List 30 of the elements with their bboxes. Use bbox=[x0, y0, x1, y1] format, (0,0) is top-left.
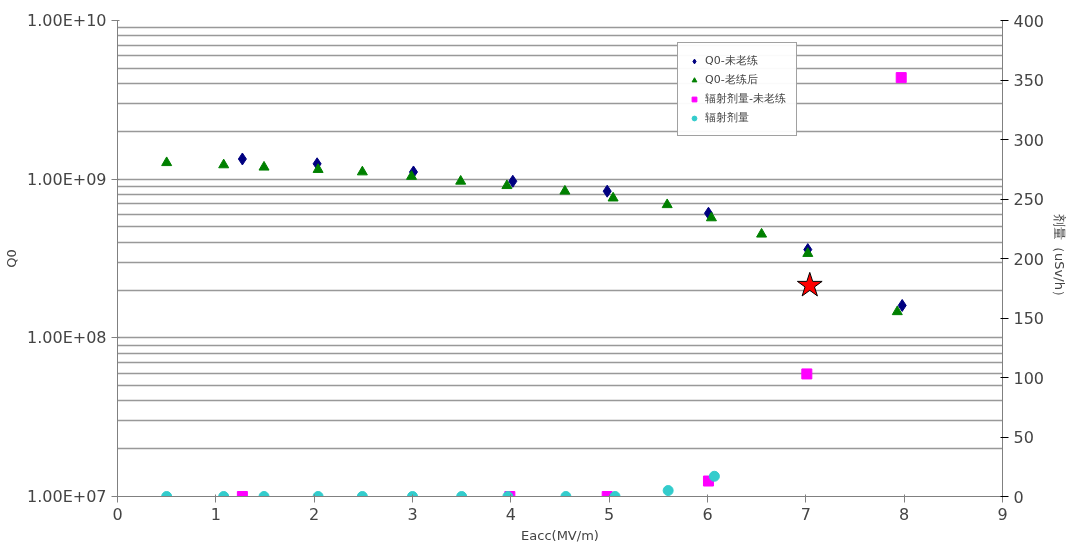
y-tick-label: 1.00E+09 bbox=[27, 169, 107, 189]
x-tick-label: 0 bbox=[112, 504, 123, 524]
x-tick-label: 4 bbox=[505, 504, 516, 524]
x-axis-title: Eacc(MV/m) bbox=[521, 527, 599, 543]
y2-axis-title: 剂量（uSv/h） bbox=[1052, 214, 1068, 303]
y2-tick-label: 350 bbox=[1013, 71, 1045, 90]
y2-tick-label: 250 bbox=[1013, 190, 1045, 209]
x-tick-label: 7 bbox=[800, 504, 811, 524]
x-tick-label: 1 bbox=[210, 504, 221, 524]
legend-label: Q0-未老练 bbox=[705, 53, 758, 68]
x-tick-label: 3 bbox=[407, 504, 418, 524]
y-tick-label: 1.00E+10 bbox=[27, 11, 107, 30]
x-tick-label: 9 bbox=[997, 504, 1008, 524]
y2-tick-label: 0 bbox=[1013, 487, 1024, 507]
y2-tick-label: 150 bbox=[1013, 309, 1045, 328]
legend-label: 辐射剂量-未老练 bbox=[705, 91, 786, 106]
y-axis-title: Q0 bbox=[4, 249, 19, 268]
x-tick-label: 8 bbox=[899, 504, 910, 524]
y2-tick-label: 50 bbox=[1013, 428, 1034, 447]
y2-tick-label: 200 bbox=[1013, 249, 1045, 269]
y-tick-label: 1.00E+08 bbox=[27, 328, 107, 348]
x-tick-label: 2 bbox=[309, 504, 320, 524]
y2-tick-label: 400 bbox=[1013, 11, 1045, 31]
x-tick-label: 5 bbox=[604, 504, 615, 524]
legend-label: Q0-老练后 bbox=[705, 72, 758, 87]
x-tick-label: 6 bbox=[702, 504, 713, 524]
y2-tick-label: 100 bbox=[1013, 368, 1045, 388]
y2-tick-label: 300 bbox=[1013, 130, 1045, 150]
y-tick-label: 1.00E+07 bbox=[27, 487, 107, 506]
legend-label: 辐射剂量 bbox=[705, 110, 749, 125]
